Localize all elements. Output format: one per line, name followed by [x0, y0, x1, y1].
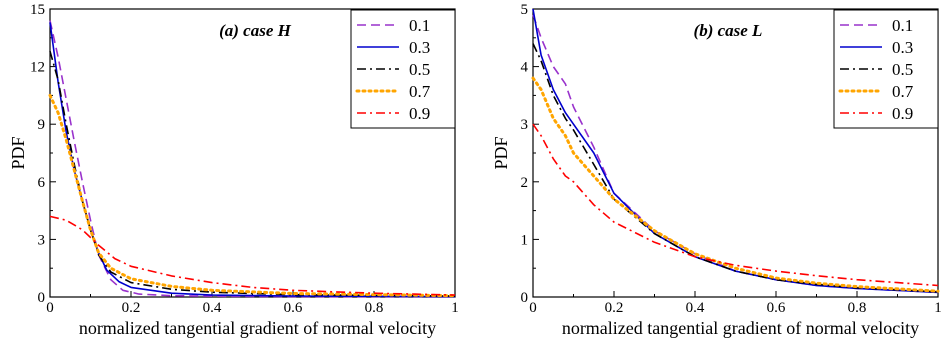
chart-0-y-tick-label: 15 [30, 2, 45, 18]
chart-0-y-tick-label: 9 [38, 117, 46, 133]
chart-1-x-tick-label: 0.6 [767, 300, 786, 316]
chart-0-legend-label-0.9: 0.9 [409, 104, 430, 123]
chart-0-x-tick-label: 0.4 [203, 300, 222, 316]
chart-0-y-tick-label: 0 [38, 290, 46, 306]
chart-1-y-tick-label: 5 [521, 2, 529, 18]
chart-0-x-tick-label: 0.8 [365, 300, 384, 316]
chart-0-panel-title: (a) case H [219, 21, 292, 40]
chart-1-legend-label-0.1: 0.1 [892, 16, 913, 35]
chart-1-x-tick-label: 0 [529, 300, 537, 316]
chart-1-y-axis-title: PDF [491, 136, 511, 169]
chart-0-x-tick-label: 1 [451, 300, 459, 316]
chart-1-y-tick-label: 0 [521, 290, 529, 306]
chart-1-y-tick-label: 4 [521, 60, 529, 76]
chart-0-legend-box [350, 9, 456, 129]
chart-0-y-tick-label: 3 [38, 232, 46, 248]
chart-1-series-line-0.1 [532, 14, 939, 294]
chart-0-y-axis-title: PDF [8, 136, 28, 169]
chart-1-x-tick-label: 1 [934, 300, 942, 316]
chart-1-legend-label-0.3: 0.3 [892, 38, 913, 57]
chart-1-y-tick-label: 2 [521, 175, 529, 191]
chart-0-x-tick-label: 0.2 [122, 300, 141, 316]
chart-1-legend-label-0.7: 0.7 [892, 82, 914, 101]
chart-1-series-line-0.9 [532, 123, 939, 287]
chart-0-legend-label-0.7: 0.7 [409, 82, 431, 101]
chart-1-series-line-0.5 [532, 43, 939, 293]
chart-1-series-line-0.7 [531, 76, 940, 293]
chart-0-x-tick-label: 0 [46, 300, 54, 316]
chart-1-legend-box [833, 9, 939, 129]
chart-1: 0 0.2 0.4 0.6 0.8 1 0 1 2 3 4 5 normalized tangentia… [491, 2, 942, 338]
chart-1-x-axis-title: normalized tangential gradient of normal… [562, 318, 919, 338]
chart-0-legend-label-0.5: 0.5 [409, 60, 430, 79]
chart-1-panel-title: (b) case L [694, 21, 763, 40]
chart-1-y-tick-label: 1 [521, 232, 529, 248]
chart-0-legend-label-0.3: 0.3 [409, 38, 430, 57]
chart-1-y-tick-label: 3 [521, 117, 529, 133]
chart-1-x-tick-label: 0.2 [605, 300, 624, 316]
chart-0-x-axis-title: normalized tangential gradient of normal… [79, 318, 436, 338]
chart-0-series-line-0.5 [49, 50, 456, 297]
chart-0-series-line-0.7 [48, 93, 457, 298]
chart-1-x-tick-label: 0.4 [686, 300, 705, 316]
chart-0-series-line-0.9 [49, 215, 456, 296]
chart-0-y-tick-label: 12 [30, 60, 45, 76]
chart-1-legend-label-0.5: 0.5 [892, 60, 913, 79]
chart-1-series-line-0.3 [532, 8, 939, 294]
chart-0-y-tick-label: 6 [38, 175, 46, 191]
chart-0-x-tick-label: 0.6 [284, 300, 303, 316]
chart-0: 0 0.2 0.4 0.6 0.8 1 0 3 6 9 12 15 normalized tangent… [8, 2, 459, 338]
chart-1-x-tick-label: 0.8 [848, 300, 867, 316]
chart-1-legend-label-0.9: 0.9 [892, 104, 913, 123]
chart-0-legend-label-0.1: 0.1 [409, 16, 430, 35]
